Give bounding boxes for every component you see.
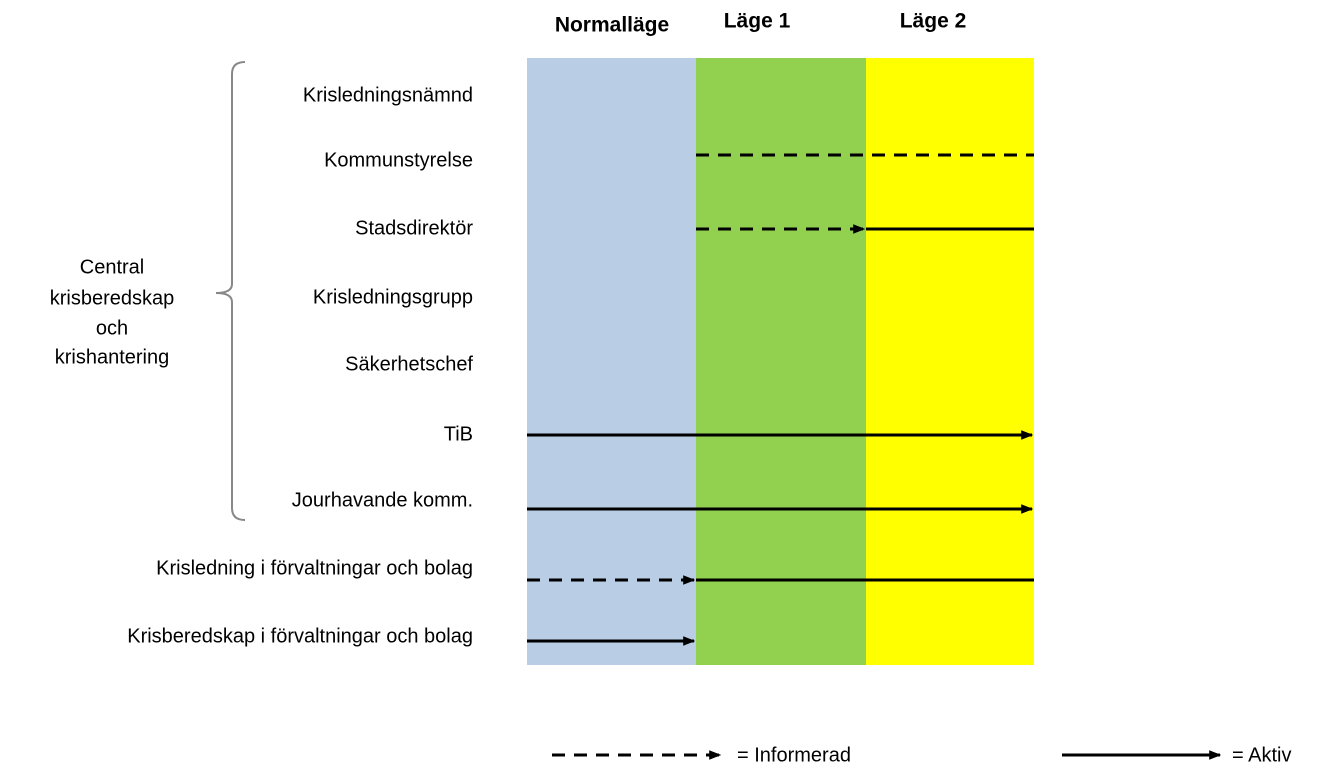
column-header: Normalläge: [555, 14, 669, 37]
brace: [215, 61, 246, 521]
normal-column: [527, 58, 696, 665]
column-header: Läge 1: [724, 10, 791, 33]
group-label: krishantering: [55, 346, 170, 368]
legend-label: = Aktiv: [1232, 744, 1291, 766]
row-label: Kommunstyrelse: [324, 149, 473, 171]
column-header: Läge 2: [900, 10, 967, 33]
row-label: Krisledning i förvaltningar och bolag: [156, 557, 473, 579]
row-label: Krisberedskap i förvaltningar och bolag: [127, 625, 473, 647]
level1-column: [696, 58, 866, 665]
group-label: krisberedskap: [50, 287, 175, 309]
level2-column: [866, 58, 1034, 665]
group-label: Central: [80, 256, 144, 278]
row-label: Säkerhetschef: [345, 353, 473, 375]
row-label: Stadsdirektör: [355, 217, 473, 239]
row-label: Jourhavande komm.: [292, 489, 473, 511]
group-label: och: [96, 317, 128, 339]
row-label: TiB: [444, 423, 473, 445]
legend-label: = Informerad: [737, 744, 851, 766]
row-label: Krisledningsnämnd: [303, 84, 473, 106]
row-label: Krisledningsgrupp: [313, 286, 473, 308]
